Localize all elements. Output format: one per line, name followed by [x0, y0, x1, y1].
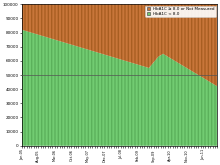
Legend: HbA1C ≥ 8.0 or Not Measured, HbA1C < 8.0: HbA1C ≥ 8.0 or Not Measured, HbA1C < 8.0 — [145, 6, 216, 17]
